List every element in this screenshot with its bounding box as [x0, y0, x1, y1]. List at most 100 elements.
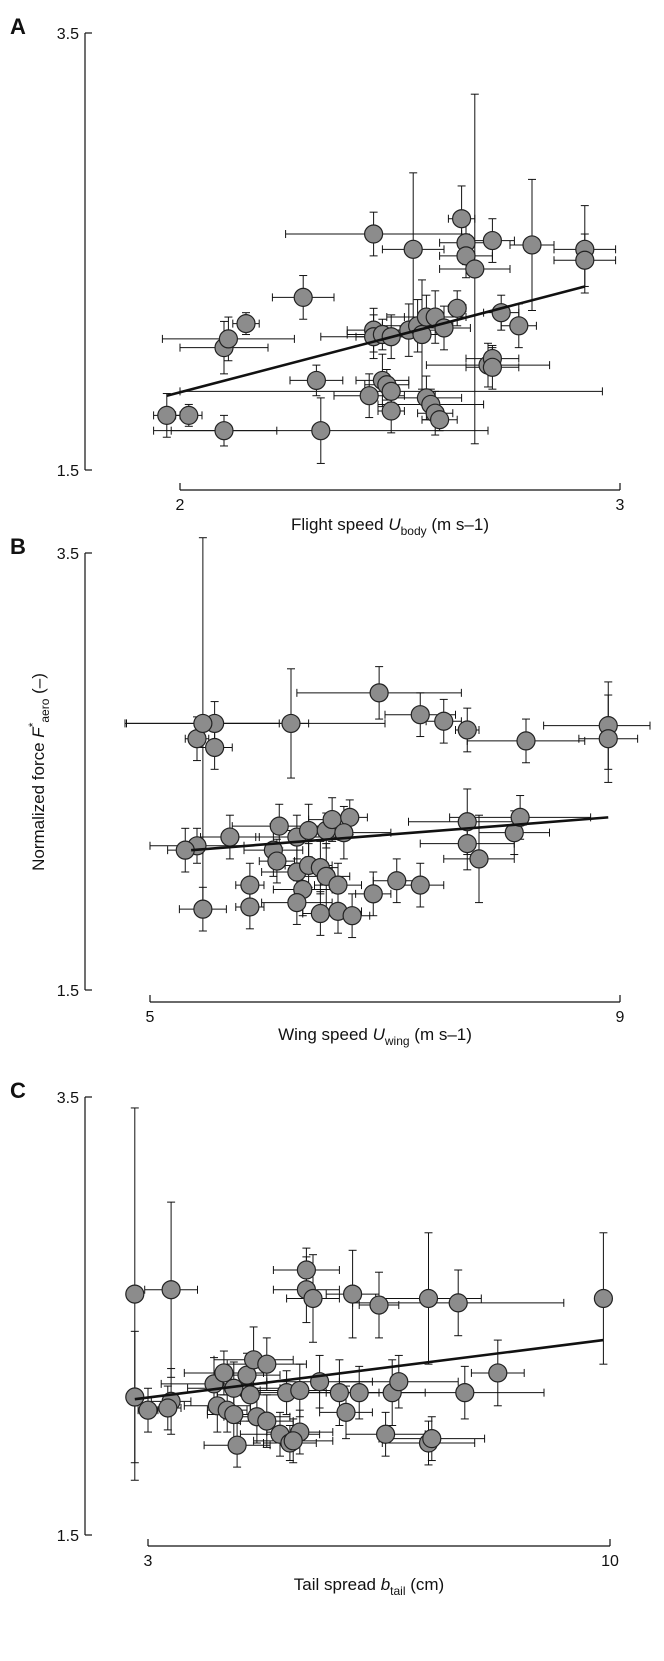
data-point: [343, 1284, 363, 1304]
fit-line: [191, 816, 609, 852]
data-point: [349, 1383, 369, 1403]
x-tick-label: 10: [601, 1553, 619, 1570]
data-points: [153, 93, 617, 464]
data-point: [193, 899, 213, 919]
data-point: [227, 1435, 247, 1455]
data-point: [522, 235, 542, 255]
data-point: [359, 386, 379, 406]
data-point: [418, 1288, 439, 1309]
data-point: [403, 239, 423, 259]
data-point: [125, 1284, 145, 1304]
data-point: [430, 410, 450, 430]
data-point: [593, 1288, 614, 1309]
data-point: [161, 1280, 181, 1300]
data-point: [296, 1260, 316, 1280]
fit-line: [166, 285, 586, 397]
data-point: [193, 713, 213, 734]
data-point: [457, 812, 477, 832]
data-point: [448, 1293, 468, 1313]
data-point: [218, 329, 238, 349]
x-tick-label: 9: [616, 1009, 625, 1026]
data-point: [214, 1363, 234, 1383]
data-point: [455, 1383, 475, 1403]
data-point: [306, 370, 326, 391]
data-point: [240, 897, 260, 917]
data-point: [387, 871, 407, 891]
data-point: [510, 807, 530, 827]
error-bar: [543, 681, 651, 770]
data-point: [369, 683, 389, 703]
data-point: [456, 246, 476, 266]
data-point: [240, 1385, 260, 1405]
data-point: [447, 298, 467, 318]
y-tick-label: 1.5: [57, 1528, 79, 1545]
data-point: [310, 903, 330, 924]
data-point: [363, 884, 383, 904]
data-point: [482, 357, 502, 377]
data-point: [287, 892, 307, 913]
data-point: [240, 875, 260, 895]
panel-label: C: [10, 1078, 26, 1103]
y-tick-label: 1.5: [57, 463, 79, 480]
y-tick-label: 3.5: [57, 1090, 79, 1107]
panel-c: C 3.5 1.5 3 10 Tail spread btail (cm): [10, 1078, 619, 1598]
data-point: [267, 851, 287, 871]
data-point: [303, 1288, 323, 1309]
data-point: [369, 1295, 389, 1315]
data-point: [336, 1402, 356, 1422]
data-point: [434, 711, 454, 731]
data-point: [389, 1372, 409, 1392]
panel-label: B: [10, 534, 26, 559]
fit-line: [134, 1338, 604, 1401]
data-point: [157, 405, 177, 425]
data-point: [281, 713, 301, 734]
y-axis-title: Normalized force F*aero (–): [26, 673, 52, 871]
y-tick-label: 3.5: [57, 26, 79, 43]
data-point: [452, 209, 472, 229]
data-point: [329, 1383, 349, 1403]
data-point: [509, 316, 529, 336]
data-point: [516, 731, 536, 751]
data-point: [269, 816, 289, 836]
data-point: [364, 224, 384, 244]
data-point: [283, 1431, 303, 1451]
data-point: [290, 1380, 310, 1401]
data-point: [422, 1429, 442, 1449]
data-point: [179, 405, 199, 425]
data-point: [482, 230, 502, 251]
data-point: [125, 1387, 145, 1407]
data-point: [299, 820, 319, 841]
x-tick-label: 3: [616, 497, 625, 514]
data-point: [457, 720, 477, 740]
x-tick-label: 3: [144, 1553, 153, 1570]
data-point: [236, 314, 256, 334]
data-point: [381, 401, 401, 421]
data-point: [138, 1400, 158, 1420]
data-point: [220, 827, 240, 847]
x-tick-label: 5: [146, 1009, 155, 1026]
y-tick-label: 1.5: [57, 983, 79, 1000]
panel-b: B 3.5 1.5 5 9 Wing speed Uwing (m s–1): [10, 534, 651, 1048]
data-point: [488, 1363, 508, 1383]
data-points: [124, 537, 651, 939]
data-point: [257, 1411, 277, 1431]
data-point: [410, 875, 430, 895]
data-point: [410, 705, 430, 725]
x-axis-title: Wing speed Uwing (m s–1): [278, 1025, 472, 1048]
data-point: [311, 421, 331, 441]
data-point: [293, 287, 313, 307]
panel-a: A 3.5 1.5 2 3 Flight speed Ubody (m s–1): [10, 14, 625, 538]
data-points: [125, 1107, 614, 1481]
data-point: [342, 906, 362, 926]
data-point: [376, 1424, 396, 1444]
data-point: [575, 250, 595, 270]
data-point: [158, 1398, 178, 1418]
panel-label: A: [10, 14, 26, 39]
data-point: [469, 849, 489, 869]
data-point: [205, 737, 225, 758]
data-point: [328, 875, 348, 895]
data-point: [465, 259, 485, 279]
x-axis-title: Flight speed Ubody (m s–1): [291, 515, 489, 538]
x-axis-title: Tail spread btail (cm): [294, 1575, 444, 1598]
data-point: [457, 834, 477, 854]
